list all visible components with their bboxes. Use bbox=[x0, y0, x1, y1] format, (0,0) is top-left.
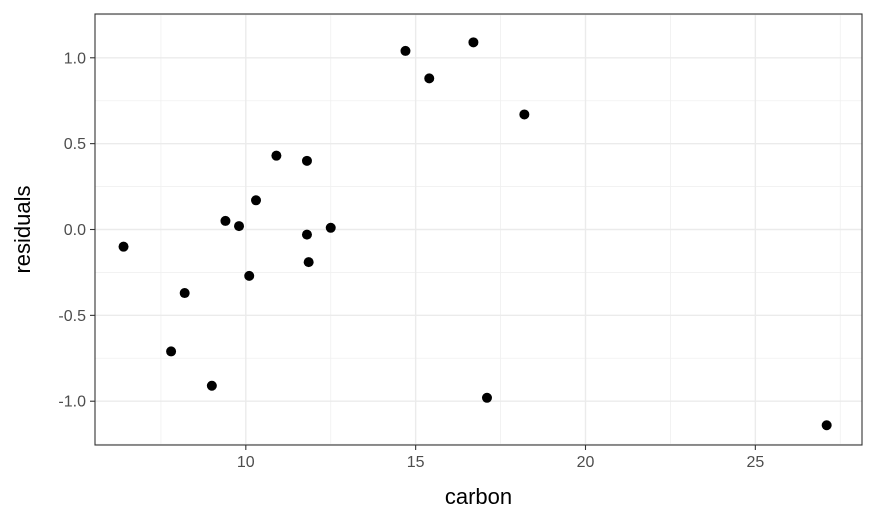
data-point bbox=[251, 195, 262, 206]
y-axis-ticks: 1.0 0.5 0.0 -0.5 -1.0 bbox=[58, 50, 95, 411]
y-tick-label: 0.0 bbox=[64, 222, 86, 239]
data-point bbox=[303, 257, 314, 268]
data-point bbox=[424, 73, 435, 84]
data-point bbox=[244, 270, 255, 281]
data-point bbox=[206, 380, 217, 391]
data-point bbox=[166, 346, 177, 357]
x-tick-label: 20 bbox=[577, 454, 595, 471]
y-tick-label: 0.5 bbox=[64, 136, 86, 153]
data-point bbox=[179, 288, 190, 299]
data-point bbox=[468, 37, 479, 48]
data-point bbox=[301, 229, 312, 240]
x-tick-label: 10 bbox=[237, 454, 255, 471]
data-point bbox=[234, 221, 245, 232]
data-point bbox=[220, 215, 231, 226]
y-tick-label: -0.5 bbox=[58, 308, 86, 325]
data-point bbox=[301, 155, 312, 166]
x-axis-ticks: 10 15 20 25 bbox=[237, 445, 764, 471]
major-gridlines bbox=[95, 14, 862, 445]
data-point bbox=[821, 420, 832, 431]
y-tick-label: 1.0 bbox=[64, 50, 86, 67]
data-points bbox=[118, 37, 832, 431]
x-tick-label: 15 bbox=[407, 454, 425, 471]
data-point bbox=[271, 150, 282, 161]
data-point bbox=[325, 222, 336, 233]
data-point bbox=[118, 241, 129, 252]
data-point bbox=[481, 392, 492, 403]
data-point bbox=[400, 45, 411, 56]
data-point bbox=[519, 109, 530, 120]
y-tick-label: -1.0 bbox=[58, 394, 86, 411]
x-tick-label: 25 bbox=[746, 454, 764, 471]
x-axis-title: carbon bbox=[445, 484, 512, 509]
y-axis-title: residuals bbox=[10, 185, 35, 273]
